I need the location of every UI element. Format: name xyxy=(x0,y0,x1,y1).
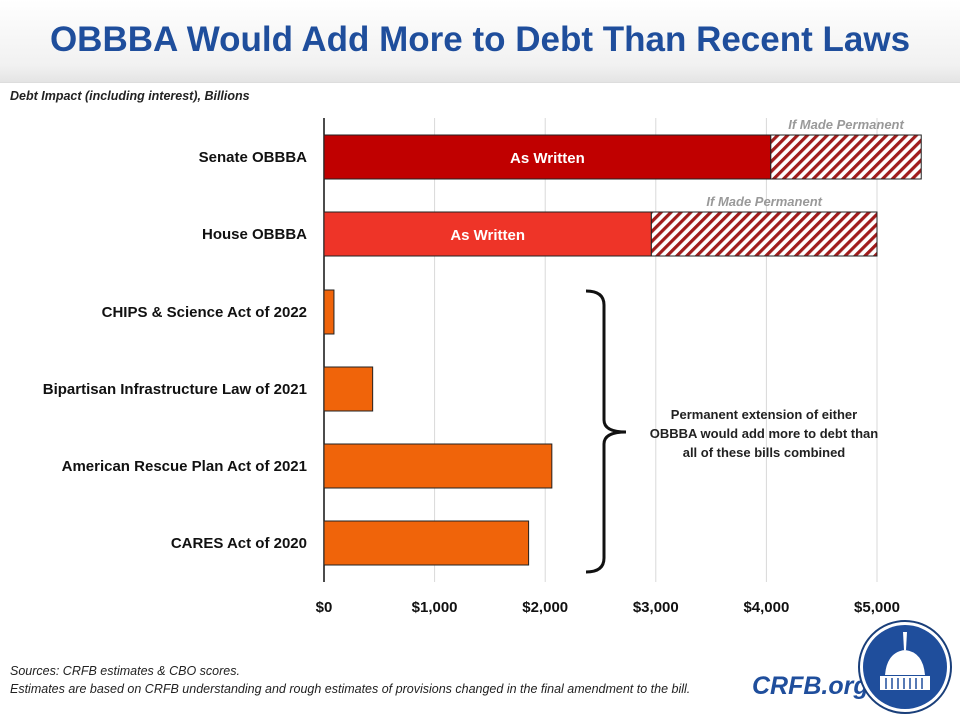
bar-if-permanent xyxy=(770,134,922,180)
permanent-label: If Made Permanent xyxy=(706,194,822,209)
x-tick-label: $2,000 xyxy=(522,599,568,616)
bar-if-permanent xyxy=(650,211,878,257)
category-label: American Rescue Plan Act of 2021 xyxy=(62,458,307,475)
brace xyxy=(585,289,627,574)
x-tick-label: $1,000 xyxy=(412,599,458,616)
bar-as-written xyxy=(323,443,553,489)
annotation-text: Permanent extension of either OBBBA woul… xyxy=(649,407,879,460)
category-label: Senate OBBBA xyxy=(199,149,308,166)
category-label: House OBBBA xyxy=(202,226,307,243)
chart-subtitle: Debt Impact (including interest), Billio… xyxy=(10,89,250,103)
sources: Sources: CRFB estimates & CBO scores. Es… xyxy=(10,662,710,698)
bar-as-written xyxy=(323,366,374,412)
sources-line: Sources: CRFB estimates & CBO scores. xyxy=(10,664,240,678)
bar-label: As Written xyxy=(510,150,585,167)
brand-link[interactable]: CRFB.org xyxy=(752,672,869,700)
category-label: CARES Act of 2020 xyxy=(171,535,307,552)
x-tick-label: $5,000 xyxy=(854,599,900,616)
bar-label: As Written xyxy=(450,227,525,244)
category-label: Bipartisan Infrastructure Law of 2021 xyxy=(43,381,307,398)
chart-title: OBBBA Would Add More to Debt Than Recent… xyxy=(49,20,911,59)
footnote: Estimates are based on CRFB understandin… xyxy=(10,682,691,696)
bar-as-written xyxy=(323,520,530,566)
x-tick-label: $0 xyxy=(316,599,333,616)
category-label: CHIPS & Science Act of 2022 xyxy=(102,304,307,321)
x-tick-label: $4,000 xyxy=(743,599,789,616)
permanent-label: If Made Permanent xyxy=(788,117,904,132)
title-bar xyxy=(0,0,960,83)
bar-as-written xyxy=(323,289,335,335)
x-tick-label: $3,000 xyxy=(633,599,679,616)
